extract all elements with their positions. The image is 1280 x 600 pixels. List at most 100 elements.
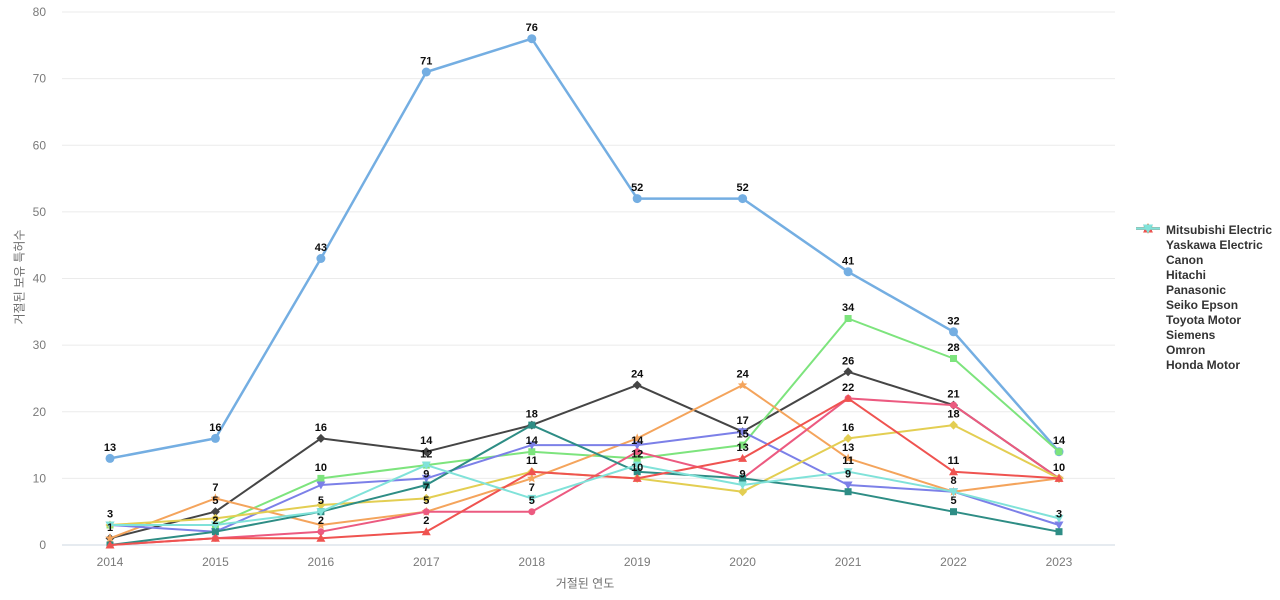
legend-label: Yaskawa Electric	[1166, 238, 1263, 252]
y-tick-label: 20	[33, 405, 47, 419]
point-label: 11	[526, 455, 538, 467]
point-label: 26	[842, 355, 854, 367]
legend-item-panasonic[interactable]: Panasonic	[1135, 224, 1272, 298]
data-point	[632, 433, 642, 443]
legend-label: Canon	[1166, 253, 1204, 267]
data-point	[843, 468, 853, 477]
point-label: 7	[423, 482, 429, 494]
legend-marker-icon	[1135, 224, 1163, 266]
data-point	[527, 494, 537, 503]
legend-item-seiko-epson[interactable]: Seiko Epson	[1135, 224, 1272, 313]
data-point	[843, 481, 853, 490]
legend-item-omron[interactable]: Omron	[1135, 223, 1272, 358]
legend-item-hitachi[interactable]: Hitachi	[1135, 223, 1272, 283]
data-point	[528, 421, 536, 429]
point-label: 12	[631, 449, 643, 461]
data-point	[316, 508, 326, 517]
data-point	[949, 488, 958, 497]
data-point	[739, 474, 747, 482]
y-tick-label: 60	[33, 138, 47, 152]
legend-label: Seiko Epson	[1166, 298, 1239, 312]
series-mitsubishi-electric	[105, 34, 1064, 463]
point-label: 76	[526, 22, 538, 34]
legend-item-yaskawa-electric[interactable]: Yaskawa Electric	[1135, 223, 1272, 253]
point-label: 10	[315, 462, 327, 474]
y-tick-label: 10	[33, 471, 47, 485]
data-point	[1054, 514, 1064, 523]
data-point	[211, 528, 219, 536]
data-point	[632, 473, 642, 482]
data-point	[210, 513, 220, 523]
data-point	[210, 521, 220, 530]
y-grid: 0 10 20 30 40 50 60 70 80	[33, 5, 1115, 552]
data-point	[105, 453, 115, 463]
series-line	[109, 37, 1060, 460]
x-tick-label: 2019	[624, 555, 651, 569]
data-point	[1054, 521, 1064, 530]
data-point	[738, 428, 748, 437]
point-label: 3	[107, 509, 113, 521]
point-label: 52	[631, 182, 643, 194]
series-omron	[105, 393, 1064, 549]
legend-marker-icon	[1135, 224, 1163, 341]
data-point	[843, 393, 853, 402]
data-point	[738, 453, 748, 462]
x-axis-title: 거절된 연도	[555, 576, 615, 591]
data-point	[210, 493, 221, 503]
data-point	[317, 474, 325, 482]
series-line	[109, 430, 1060, 533]
x-tick-label: 2015	[202, 555, 229, 569]
legend-item-canon[interactable]: Canon	[1135, 224, 1272, 268]
data-point	[316, 481, 326, 490]
x-tick-label: 2022	[940, 555, 967, 569]
point-label: 7	[212, 482, 218, 494]
data-point	[316, 520, 326, 529]
data-point	[421, 474, 431, 483]
x-tick-label: 2020	[729, 555, 756, 569]
legend-label: Hitachi	[1166, 268, 1207, 282]
data-point	[843, 453, 853, 463]
x-tick-label: 2023	[1046, 555, 1073, 569]
data-point	[105, 533, 115, 543]
data-point	[527, 467, 537, 476]
data-point	[844, 315, 852, 322]
legend-item-toyota-motor[interactable]: Toyota Motor	[1135, 223, 1272, 328]
point-label: 11	[948, 455, 960, 467]
data-point	[633, 448, 641, 456]
point-label: 5	[529, 495, 535, 507]
point-label: 13	[736, 442, 748, 454]
series-line	[109, 370, 1060, 540]
y-tick-label: 50	[33, 205, 47, 219]
point-label: 12	[420, 449, 432, 461]
legend-label: Toyota Motor	[1166, 313, 1242, 327]
x-tick-label: 2021	[835, 555, 862, 569]
point-label: 5	[318, 495, 324, 507]
data-point	[1054, 473, 1064, 482]
legend-item-siemens[interactable]: Siemens	[1135, 224, 1272, 343]
data-point	[633, 454, 641, 462]
data-point	[317, 528, 325, 536]
point-label: 2	[318, 515, 324, 527]
series-canon	[106, 315, 1063, 529]
legend: Mitsubishi Electric Yaskawa Electric Canon…	[1135, 223, 1272, 373]
legend-item-honda-motor[interactable]: Honda Motor	[1135, 224, 1272, 373]
point-label: 43	[315, 242, 327, 254]
data-point	[421, 493, 431, 503]
data-point	[421, 527, 431, 536]
y-tick-label: 30	[33, 338, 47, 352]
data-point	[210, 533, 220, 542]
x-tick-label: 2017	[413, 555, 440, 569]
point-label: 3	[1056, 509, 1062, 521]
point-label: 13	[842, 442, 854, 454]
series-line	[110, 317, 1060, 526]
point-label: 17	[736, 415, 748, 427]
data-point	[210, 507, 220, 517]
data-point	[527, 441, 537, 450]
data-point	[632, 441, 642, 450]
point-label: 52	[736, 182, 748, 194]
data-point	[738, 194, 748, 204]
point-label: 16	[209, 422, 221, 434]
data-point	[422, 481, 430, 489]
